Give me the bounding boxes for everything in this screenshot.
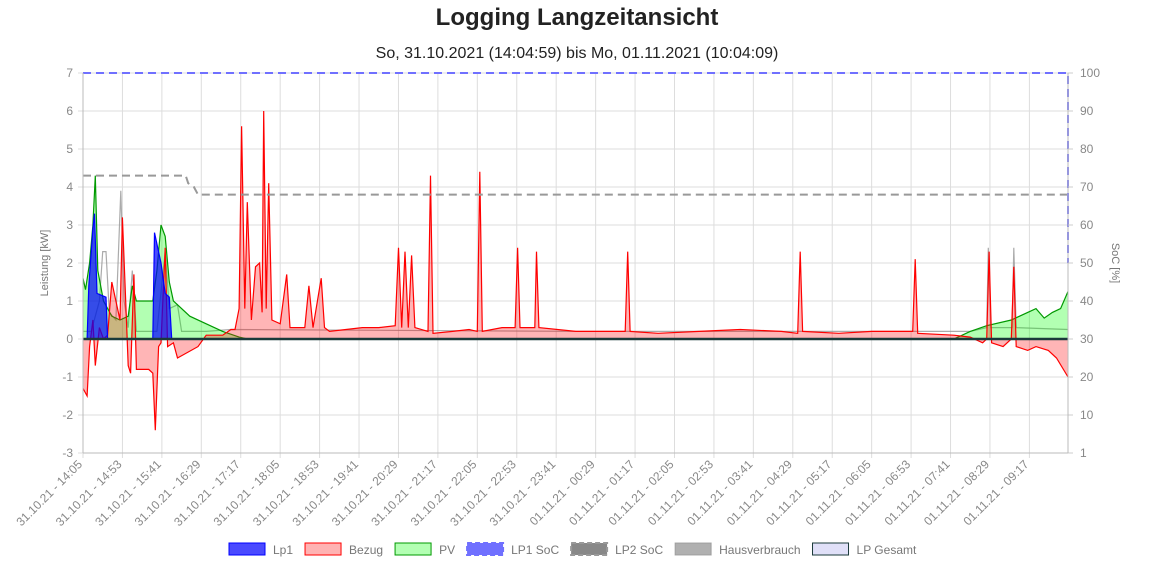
lp2-soc-line xyxy=(83,174,1068,196)
legend-item-bezug[interactable]: Bezug xyxy=(349,543,383,557)
y2-tick-label: 1 xyxy=(1080,446,1087,460)
bezug-area xyxy=(83,111,1068,431)
legend-swatch-hausverbrauch xyxy=(674,542,712,556)
lp1-line xyxy=(83,213,1068,340)
legend-swatch-lp1 xyxy=(228,542,266,556)
legend-swatch-bezug xyxy=(304,542,342,556)
y-tick-label: 5 xyxy=(66,142,73,156)
pv-area xyxy=(83,175,1068,339)
y2-tick-label: 10 xyxy=(1080,408,1094,422)
y2-tick-label: 40 xyxy=(1080,294,1094,308)
y-tick-label: -1 xyxy=(62,370,73,384)
y2-tick-label: 70 xyxy=(1080,180,1094,194)
y2-axis-label: SoC [%] xyxy=(1109,243,1121,283)
y-tick-label: 3 xyxy=(66,218,73,232)
legend-swatch-lp-gesamt xyxy=(812,542,850,556)
y2-tick-label: 20 xyxy=(1080,370,1094,384)
legend-swatch-lp2-soc xyxy=(570,542,609,556)
pv-line xyxy=(82,175,1069,340)
y-tick-label: 6 xyxy=(66,104,73,118)
y2-tick-label: 60 xyxy=(1080,218,1094,232)
legend-swatch-lp1-soc xyxy=(466,542,505,556)
hausverbrauch-line xyxy=(83,190,1069,332)
legend-item-lp1-soc[interactable]: LP1 SoC xyxy=(511,543,559,557)
y-tick-label: 1 xyxy=(66,294,73,308)
chart-subtitle: So, 31.10.2021 (14:04:59) bis Mo, 01.11.… xyxy=(375,45,779,62)
y-axis-label: Leistung [kW] xyxy=(39,230,51,297)
x-tick-label: 31.10.21 - 14:05 xyxy=(13,457,85,529)
y2-tick-label: 80 xyxy=(1080,142,1094,156)
legend-item-lp2-soc[interactable]: LP2 SoC xyxy=(615,543,663,557)
legend-swatch-pv xyxy=(394,542,432,556)
bezug-line xyxy=(82,110,1069,431)
y-tick-label: 7 xyxy=(66,66,73,80)
legend-item-hausverbrauch[interactable]: Hausverbrauch xyxy=(719,543,800,557)
y2-tick-label: 100 xyxy=(1080,66,1100,80)
y-tick-label: 2 xyxy=(66,256,73,270)
y-tick-label: 4 xyxy=(66,180,73,194)
y2-tick-label: 90 xyxy=(1080,104,1094,118)
legend-item-lp-gesamt[interactable]: LP Gesamt xyxy=(857,543,917,557)
lp1-area xyxy=(83,213,1068,339)
y2-tick-label: 50 xyxy=(1080,256,1094,270)
chart-title: Logging Langzeitansicht xyxy=(435,4,719,31)
y-tick-label: -2 xyxy=(62,408,73,422)
y-tick-label: 0 xyxy=(66,332,73,346)
y-tick-label: -3 xyxy=(62,446,73,460)
legend-item-lp1[interactable]: Lp1 xyxy=(273,543,293,557)
y2-tick-label: 30 xyxy=(1080,332,1094,346)
legend-item-pv[interactable]: PV xyxy=(439,543,455,557)
lp1-soc-line xyxy=(83,72,1069,263)
